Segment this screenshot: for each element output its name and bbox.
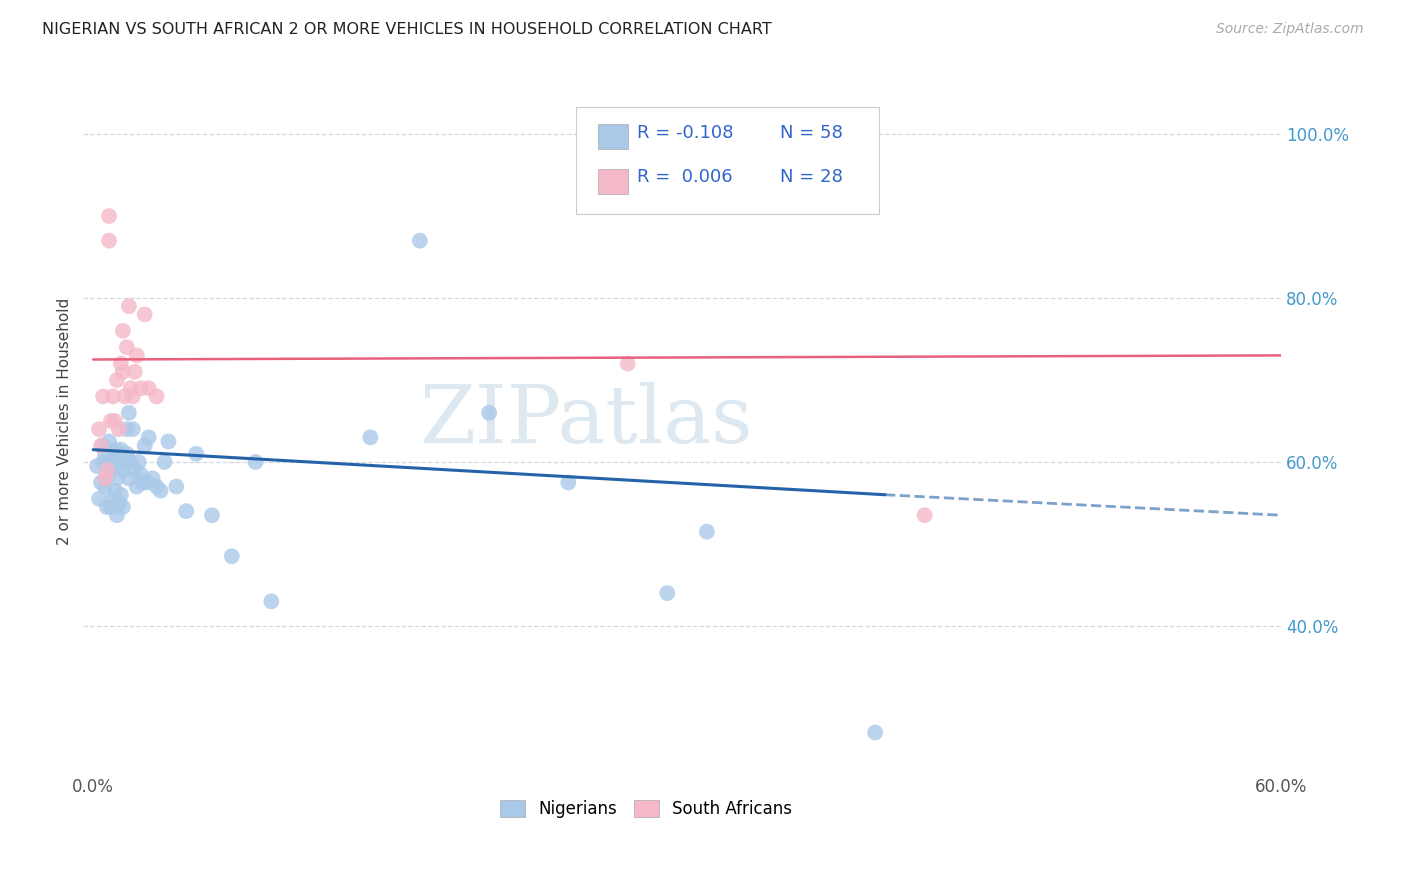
- Point: [101, 450, 124, 465]
- Point: [101, 491, 124, 506]
- Y-axis label: 2 or more Vehicles in Household: 2 or more Vehicles in Household: [58, 297, 72, 545]
- Point: [91, 439, 114, 453]
- Point: [142, 471, 165, 485]
- Point: [118, 406, 141, 420]
- Point: [115, 340, 138, 354]
- Point: [120, 381, 142, 395]
- Point: [111, 324, 134, 338]
- Point: [120, 455, 142, 469]
- Point: [98, 209, 121, 223]
- Point: [221, 549, 243, 564]
- Point: [98, 434, 121, 449]
- Point: [184, 447, 207, 461]
- Point: [165, 479, 187, 493]
- Point: [114, 455, 136, 469]
- Point: [174, 504, 197, 518]
- Point: [100, 455, 122, 469]
- Point: [118, 299, 141, 313]
- Point: [90, 475, 112, 490]
- Point: [121, 422, 143, 436]
- Point: [96, 500, 118, 514]
- Point: [121, 389, 143, 403]
- Point: [129, 381, 152, 395]
- Point: [478, 406, 501, 420]
- Text: N = 28: N = 28: [780, 169, 844, 186]
- Point: [145, 389, 167, 403]
- Point: [118, 471, 141, 485]
- Point: [111, 500, 134, 514]
- Point: [100, 500, 122, 514]
- Point: [110, 442, 132, 457]
- Point: [96, 463, 118, 477]
- Point: [108, 422, 131, 436]
- Point: [863, 725, 886, 739]
- Point: [115, 422, 138, 436]
- Point: [91, 455, 114, 469]
- Point: [98, 467, 121, 482]
- Point: [135, 475, 157, 490]
- Point: [104, 414, 127, 428]
- Point: [111, 463, 134, 477]
- Point: [914, 508, 936, 523]
- Point: [108, 458, 131, 473]
- Point: [131, 475, 153, 490]
- Point: [105, 471, 128, 485]
- Point: [104, 442, 127, 457]
- Point: [125, 479, 148, 493]
- Point: [98, 234, 121, 248]
- Point: [124, 463, 146, 477]
- Point: [128, 455, 150, 469]
- Point: [114, 389, 136, 403]
- Point: [89, 422, 111, 436]
- Point: [657, 586, 679, 600]
- Point: [91, 389, 114, 403]
- Point: [157, 434, 180, 449]
- Text: N = 58: N = 58: [780, 124, 844, 142]
- Point: [86, 458, 108, 473]
- Point: [138, 381, 160, 395]
- Point: [359, 430, 381, 444]
- Point: [94, 447, 117, 461]
- Point: [145, 479, 167, 493]
- Point: [149, 483, 172, 498]
- Text: NIGERIAN VS SOUTH AFRICAN 2 OR MORE VEHICLES IN HOUSEHOLD CORRELATION CHART: NIGERIAN VS SOUTH AFRICAN 2 OR MORE VEHI…: [42, 22, 772, 37]
- Point: [105, 373, 128, 387]
- Text: R = -0.108: R = -0.108: [637, 124, 734, 142]
- Point: [90, 439, 112, 453]
- Point: [115, 447, 138, 461]
- Point: [260, 594, 283, 608]
- Point: [124, 365, 146, 379]
- Text: ZIPatlas: ZIPatlas: [419, 382, 754, 460]
- Point: [134, 307, 156, 321]
- Point: [616, 357, 638, 371]
- Point: [111, 365, 134, 379]
- Point: [100, 414, 122, 428]
- Legend: Nigerians, South Africans: Nigerians, South Africans: [494, 794, 799, 825]
- Point: [105, 508, 128, 523]
- Point: [245, 455, 267, 469]
- Point: [110, 357, 132, 371]
- Point: [153, 455, 176, 469]
- Text: R =  0.006: R = 0.006: [637, 169, 733, 186]
- Point: [409, 234, 432, 248]
- Point: [94, 479, 117, 493]
- Point: [89, 491, 111, 506]
- Point: [125, 348, 148, 362]
- Point: [201, 508, 224, 523]
- Point: [110, 488, 132, 502]
- Point: [696, 524, 718, 539]
- Point: [129, 467, 152, 482]
- Point: [134, 439, 156, 453]
- Point: [108, 496, 131, 510]
- Point: [94, 471, 117, 485]
- Point: [101, 389, 124, 403]
- Point: [138, 430, 160, 444]
- Point: [557, 475, 579, 490]
- Text: Source: ZipAtlas.com: Source: ZipAtlas.com: [1216, 22, 1364, 37]
- Point: [104, 483, 127, 498]
